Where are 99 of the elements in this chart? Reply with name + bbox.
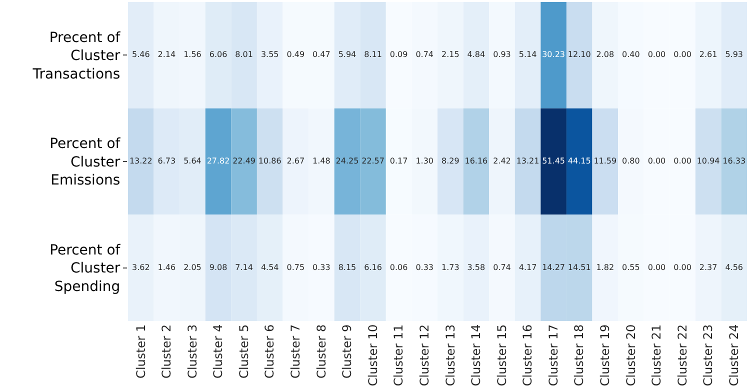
x-tick-label: Cluster 11 — [392, 324, 406, 386]
data-label: 44.15 — [568, 156, 591, 166]
y-tick-label: Percent of Cluster Emissions — [50, 136, 122, 189]
x-tick-label: Cluster 16 — [520, 324, 535, 386]
x-tick-label: Cluster 14 — [469, 324, 484, 386]
data-label: 3.58 — [467, 262, 486, 272]
data-label: 7.14 — [235, 262, 253, 272]
data-label: 8.29 — [441, 156, 460, 166]
data-label: 1.30 — [416, 156, 434, 166]
data-label: 5.93 — [725, 50, 744, 60]
data-label: 8.01 — [235, 50, 253, 60]
data-label: 10.94 — [696, 156, 720, 166]
x-tick-label: Cluster 2 — [160, 324, 174, 378]
data-label: 11.59 — [594, 156, 617, 166]
data-label: 2.14 — [158, 50, 176, 60]
x-tick-label: Cluster 13 — [443, 324, 458, 386]
x-tick-label: Cluster 6 — [262, 324, 277, 378]
data-label: 2.08 — [596, 50, 614, 60]
data-label: 0.00 — [674, 50, 692, 60]
data-label: 0.80 — [622, 156, 640, 166]
data-label: 0.00 — [648, 262, 666, 272]
data-label: 0.75 — [286, 262, 305, 272]
data-label: 2.37 — [699, 262, 718, 272]
data-label: 4.56 — [725, 262, 744, 272]
data-label: 4.54 — [260, 262, 279, 272]
data-label: 12.10 — [568, 50, 591, 60]
data-label: 2.15 — [441, 50, 460, 60]
data-label: 6.06 — [209, 50, 228, 60]
x-tick-label: Cluster 9 — [340, 324, 354, 378]
x-tick-label: Cluster 23 — [701, 324, 716, 386]
data-label: 5.64 — [184, 156, 202, 166]
data-label: 8.15 — [338, 262, 356, 272]
data-label: 13.22 — [129, 156, 152, 166]
data-label: 0.00 — [648, 156, 666, 166]
data-label: 2.42 — [493, 156, 511, 166]
data-label: 2.61 — [699, 50, 718, 60]
x-tick-label: Cluster 3 — [185, 324, 200, 378]
data-label: 3.62 — [132, 262, 150, 272]
data-label: 0.06 — [390, 262, 408, 272]
data-label: 0.74 — [493, 262, 511, 272]
x-tick-label: Cluster 19 — [598, 324, 612, 386]
data-label: 14.51 — [568, 262, 591, 272]
y-tick-label: Precent of Cluster Transactions — [32, 30, 122, 82]
data-label: 9.08 — [209, 262, 228, 272]
x-tick-label: Cluster 21 — [650, 324, 664, 386]
data-label: 1.48 — [312, 156, 330, 166]
data-label: 0.00 — [674, 262, 692, 272]
x-tick-label: Cluster 18 — [572, 324, 586, 386]
x-tick-label: Cluster 8 — [314, 324, 328, 378]
data-label: 16.33 — [722, 156, 746, 166]
data-label: 0.09 — [390, 50, 408, 60]
x-tick-label: Cluster 1 — [134, 324, 148, 378]
data-label: 8.11 — [364, 50, 382, 60]
data-label: 16.16 — [464, 156, 488, 166]
data-label: 1.46 — [158, 262, 176, 272]
data-label: 4.84 — [467, 50, 486, 60]
x-tick-label: Cluster 20 — [624, 324, 638, 386]
data-label: 2.67 — [286, 156, 305, 166]
data-label: 4.17 — [518, 262, 537, 272]
data-label: 3.55 — [260, 50, 279, 60]
x-tick-label: Cluster 15 — [494, 324, 509, 386]
data-label: 0.17 — [390, 156, 408, 166]
data-label: 22.57 — [362, 156, 384, 166]
x-tick-label: Cluster 24 — [727, 324, 741, 386]
data-label: 0.33 — [312, 262, 330, 272]
data-label: 27.82 — [206, 156, 230, 166]
data-label: 13.21 — [516, 156, 540, 166]
data-label: 0.00 — [674, 156, 692, 166]
data-label: 22.49 — [232, 156, 256, 166]
y-tick-label: Percent of Cluster Spending — [50, 242, 122, 295]
data-label: 5.46 — [132, 50, 150, 60]
data-label: 10.86 — [258, 156, 282, 166]
data-label: 51.45 — [542, 156, 566, 166]
data-label: 6.16 — [364, 262, 382, 272]
x-tick-label: Cluster 12 — [418, 324, 432, 386]
data-label: 1.73 — [441, 262, 460, 272]
x-tick-label: Cluster 22 — [675, 324, 690, 386]
data-label: 0.40 — [622, 50, 640, 60]
data-label: 30.23 — [542, 50, 566, 60]
data-label: 0.93 — [493, 50, 511, 60]
data-label: 2.05 — [184, 262, 202, 272]
data-label: 0.49 — [286, 50, 305, 60]
data-label: 24.25 — [336, 156, 359, 166]
x-tick-label: Cluster 10 — [366, 324, 380, 386]
data-label: 0.00 — [648, 50, 666, 60]
data-label: 0.47 — [312, 50, 330, 60]
x-tick-label: Cluster 4 — [211, 324, 226, 378]
data-label: 0.33 — [416, 262, 434, 272]
data-label: 14.27 — [542, 262, 566, 272]
data-label: 6.73 — [158, 156, 176, 166]
data-label: 0.55 — [622, 262, 640, 272]
data-label: 0.74 — [416, 50, 434, 60]
x-tick-label: Cluster 5 — [236, 324, 251, 378]
data-label: 5.14 — [518, 50, 537, 60]
data-label: 1.82 — [596, 262, 614, 272]
x-tick-label: Cluster 17 — [546, 324, 560, 386]
data-label: 5.94 — [338, 50, 356, 60]
x-tick-label: Cluster 7 — [288, 324, 303, 378]
data-label: 1.56 — [184, 50, 202, 60]
